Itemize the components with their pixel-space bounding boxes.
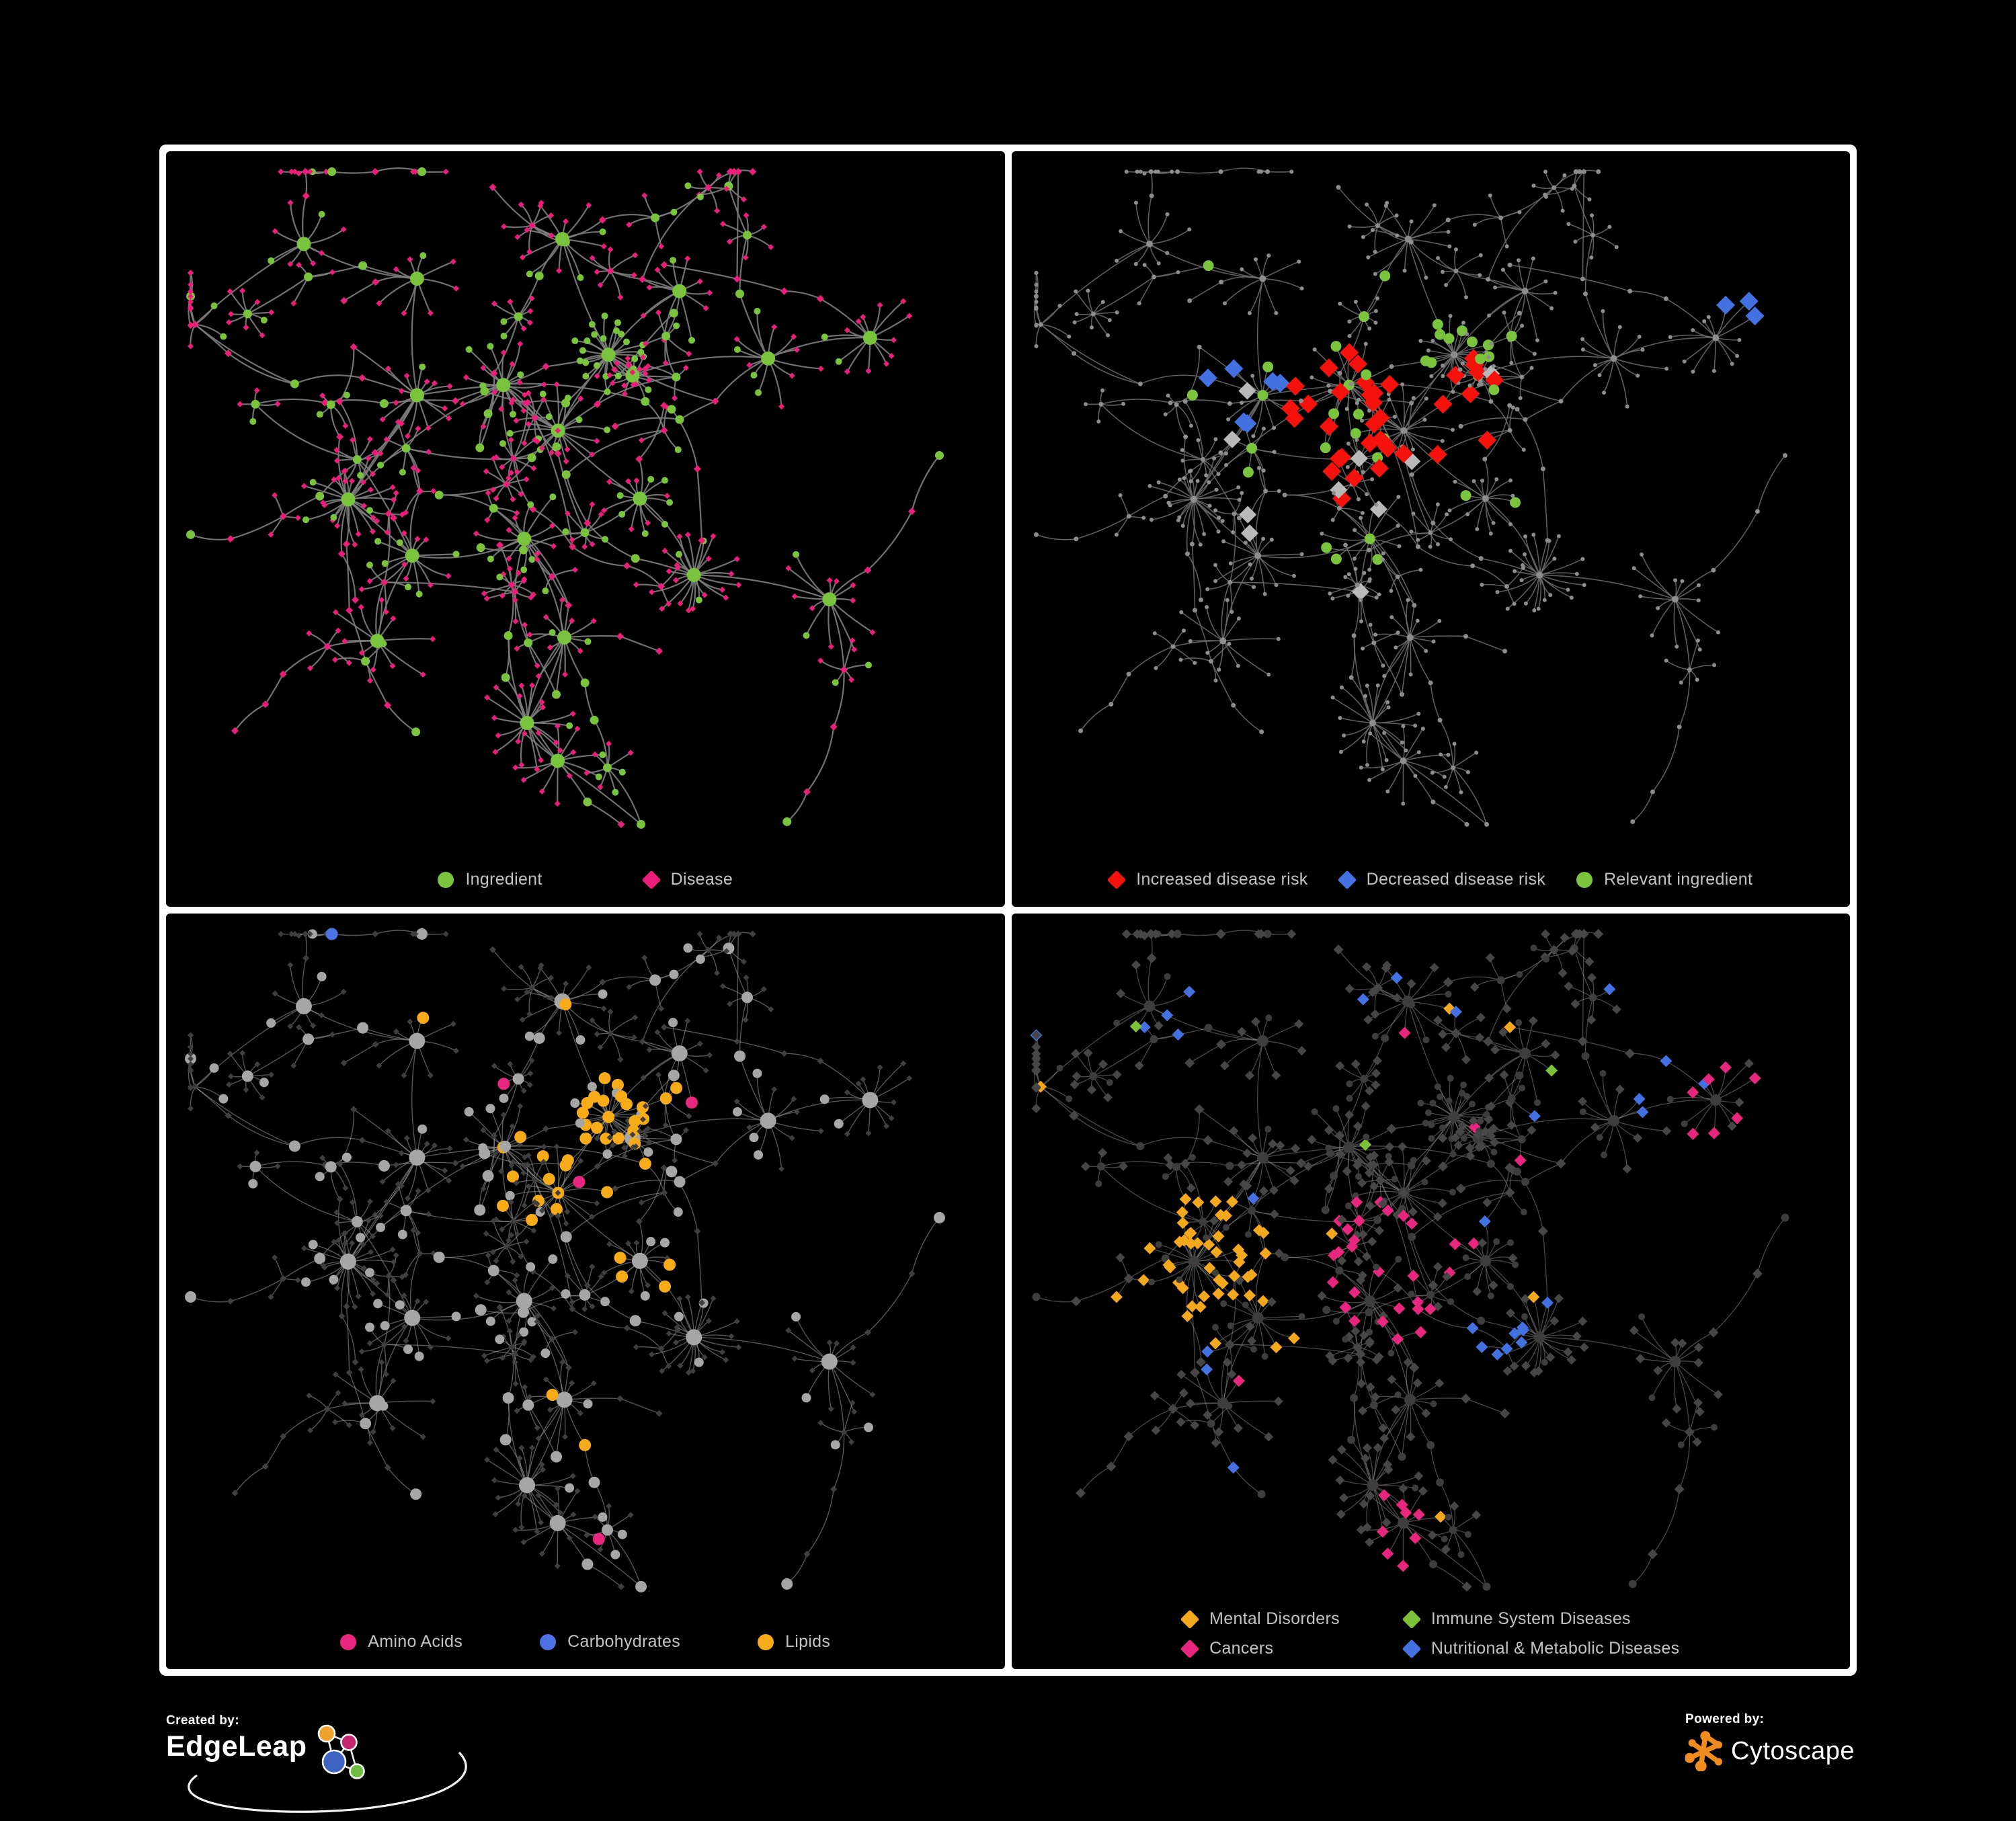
circle-swatch [1576,871,1593,888]
legend-item: Decreased disease risk [1337,870,1546,889]
legend-label: Disease [670,870,733,889]
cytoscape-logo-icon [1685,1731,1723,1771]
legend-item: Immune System Diseases [1402,1609,1631,1629]
legend-item: Disease [641,870,733,889]
powered-by-label: Powered by: [1685,1712,1765,1726]
legend-item: Mental Disorders [1180,1609,1340,1629]
legend-item: Amino Acids [340,1632,462,1652]
panel-nutrient-classes: Amino Acids Carbohydrates Lipids [166,914,1005,1669]
diamond-swatch [1180,1609,1200,1629]
panel-disease-risk: Increased disease risk Decreased disease … [1011,151,1851,907]
diamond-swatch [1402,1609,1422,1629]
circle-swatch [758,1633,774,1650]
diamond-swatch [1180,1639,1200,1658]
powered-by-block: Powered by: Cytoscape [1685,1712,1968,1813]
cytoscape-brand-text: Cytoscape [1731,1736,1855,1765]
panel-ingredient-disease: Ingredient Disease [166,151,1005,907]
legend-disease-categories: Mental Disorders Immune System Diseases Ca… [1180,1609,1680,1658]
diamond-swatch [1107,870,1127,889]
created-by-label: Created by: [166,1713,239,1728]
network-wrap [1020,920,1843,1607]
legend-label: Lipids [785,1632,831,1651]
diamond-swatch [1402,1639,1422,1658]
network-wrap [174,158,997,845]
legend-label: Relevant ingredient [1604,870,1753,889]
legend-label: Immune System Diseases [1430,1609,1631,1628]
legend-item: Relevant ingredient [1576,870,1752,889]
legend-item: Ingredient [438,870,542,889]
network-wrap [174,920,997,1607]
edgeleap-brand-text: EdgeLeap [166,1730,307,1763]
legend-item: Increased disease risk [1107,870,1308,889]
legend-label: Carbohydrates [567,1632,681,1651]
legend-item: Cancers [1180,1639,1274,1658]
circle-swatch [540,1633,557,1650]
network-graph-disease-risk [1033,167,1787,827]
legend-disease-risk: Increased disease risk Decreased disease … [1012,870,1851,889]
diamond-swatch [641,870,661,889]
legend-ingredient-disease: Ingredient Disease [166,870,1005,889]
panel-grid: Ingredient Disease Increased disease risk… [159,145,1857,1676]
circle-swatch [438,871,454,888]
legend-label: Increased disease risk [1136,870,1308,889]
legend-item: Lipids [758,1632,830,1652]
legend-nutrient-classes: Amino Acids Carbohydrates Lipids [166,1632,1005,1652]
legend-label: Ingredient [465,870,542,889]
network-graph-ingredient-disease [186,167,944,829]
circle-swatch [340,1633,357,1650]
created-by-block: Created by: EdgeLeap [166,1713,529,1821]
legend-label: Cancers [1209,1639,1274,1658]
diamond-swatch [1337,870,1357,889]
legend-label: Amino Acids [368,1632,463,1651]
legend-label: Mental Disorders [1209,1609,1340,1628]
panel-disease-categories: Mental Disorders Immune System Diseases Ca… [1011,914,1850,1669]
legend-item: Carbohydrates [540,1632,680,1652]
legend-label: Decreased disease risk [1366,870,1546,889]
legend-label: Nutritional & Metabolic Diseases [1430,1639,1680,1658]
legend-item: Nutritional & Metabolic Diseases [1402,1639,1680,1658]
edgeleap-logo-icon [317,1724,365,1779]
network-wrap [1020,158,1843,845]
network-graph-disease-categories [1030,928,1789,1592]
network-graph-nutrient-classes [185,928,945,1592]
